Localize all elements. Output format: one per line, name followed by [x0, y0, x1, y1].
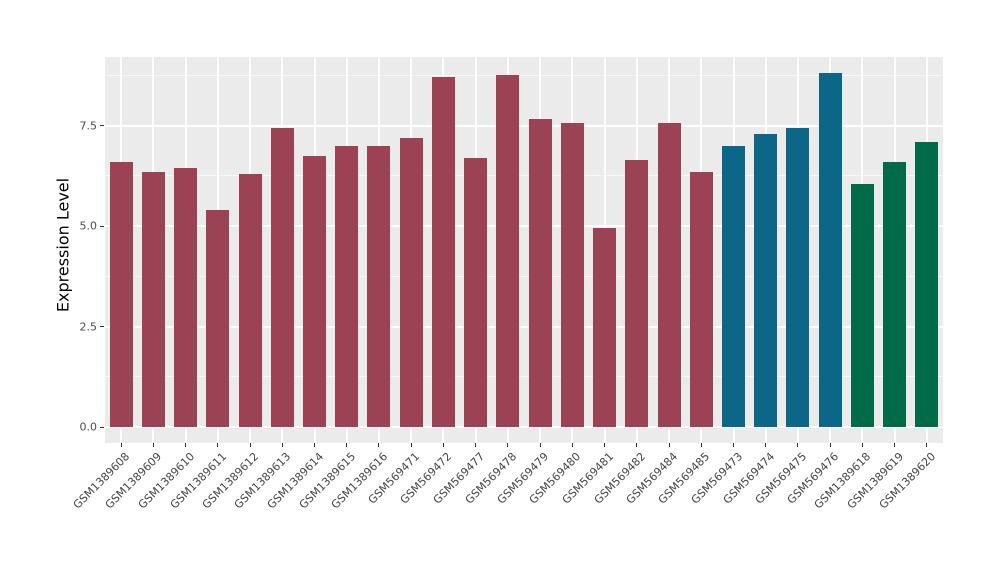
- x-tick-mark: [668, 443, 670, 447]
- bar-GSM569474: [754, 133, 778, 427]
- bar-GSM1389614: [303, 155, 326, 427]
- bar-GSM569485: [689, 171, 713, 427]
- gridline-major: [105, 124, 943, 127]
- y-tick-mark: [100, 125, 104, 126]
- bar-GSM569475: [786, 127, 810, 427]
- bar-GSM569484: [657, 123, 681, 427]
- x-tick-mark: [539, 443, 541, 447]
- bar-GSM1389615: [335, 145, 359, 427]
- x-tick-mark: [281, 443, 283, 447]
- y-axis-title: Expression Level: [53, 177, 73, 313]
- bar-GSM569480: [560, 123, 584, 427]
- y-tick-label: 5.0: [79, 219, 98, 233]
- plot-panel: [105, 57, 943, 443]
- x-tick-mark: [314, 443, 315, 447]
- x-tick-mark: [733, 443, 734, 447]
- gridline-minor: [105, 175, 943, 177]
- y-tick-mark: [100, 225, 104, 227]
- x-tick-mark: [475, 443, 477, 447]
- bar-GSM1389613: [270, 127, 294, 427]
- x-tick-label: GSM1389620: [876, 450, 939, 512]
- x-tick-mark: [442, 443, 444, 447]
- x-tick-mark: [378, 443, 380, 447]
- x-tick-mark: [604, 443, 606, 447]
- x-tick-mark: [636, 443, 638, 447]
- x-tick-mark: [571, 443, 573, 447]
- bar-GSM569473: [722, 145, 745, 427]
- x-tick-mark: [185, 443, 187, 447]
- gridline-minor: [105, 376, 943, 378]
- y-tick-mark: [100, 326, 104, 327]
- x-tick-mark: [894, 443, 896, 447]
- gridline-major: [105, 225, 943, 227]
- bar-GSM569478: [496, 75, 520, 427]
- bar-GSM569476: [818, 73, 842, 427]
- bar-GSM569481: [593, 228, 617, 427]
- x-tick-mark: [797, 443, 799, 447]
- x-tick-mark: [861, 443, 863, 447]
- bar-GSM1389619: [883, 161, 907, 427]
- x-tick-mark: [829, 443, 831, 447]
- bar-GSM1389620: [915, 141, 939, 427]
- bar-GSM569477: [464, 157, 488, 427]
- y-tick-label: 0.0: [79, 420, 98, 434]
- x-tick-mark: [410, 443, 412, 447]
- gridline-major: [105, 325, 943, 328]
- bar-GSM1389612: [238, 173, 262, 427]
- x-tick-mark: [926, 443, 928, 447]
- y-tick-label: 7.5: [79, 119, 98, 132]
- bar-GSM1389611: [206, 209, 230, 427]
- gridline-minor: [105, 74, 943, 76]
- bar-GSM569471: [399, 137, 423, 427]
- y-tick-mark: [100, 426, 104, 428]
- bar-GSM1389609: [141, 171, 165, 427]
- x-tick-mark: [700, 443, 702, 447]
- x-tick-mark: [152, 443, 154, 447]
- gridline-major: [105, 426, 943, 428]
- x-tick-mark: [120, 443, 122, 447]
- x-tick-mark: [217, 443, 219, 447]
- bar-GSM1389616: [367, 145, 391, 427]
- bar-GSM569482: [625, 159, 649, 427]
- bar-GSM1389608: [109, 161, 133, 427]
- x-tick-mark: [346, 443, 348, 447]
- x-tick-mark: [765, 443, 767, 447]
- gridline-minor: [105, 275, 943, 277]
- x-tick-mark: [249, 443, 251, 447]
- bar-GSM569479: [528, 119, 552, 427]
- x-tick-mark: [507, 443, 509, 447]
- y-tick-label: 2.5: [79, 320, 98, 333]
- bar-GSM1389618: [850, 183, 874, 427]
- bar-GSM1389610: [174, 167, 198, 427]
- bar-GSM569472: [431, 77, 455, 427]
